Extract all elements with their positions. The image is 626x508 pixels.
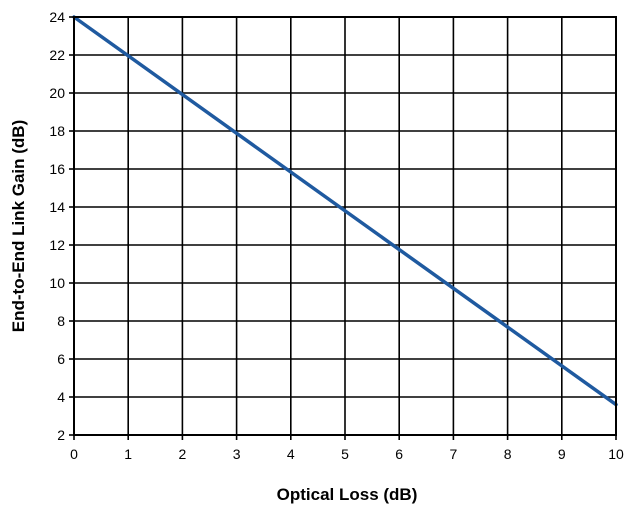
x-tick-label: 5 <box>341 446 349 462</box>
y-axis-title: End-to-End Link Gain (dB) <box>9 120 28 332</box>
x-axis-ticks: 0 1 2 3 4 5 6 7 8 9 10 <box>70 435 624 462</box>
series-layer <box>72 15 618 407</box>
x-tick-label: 2 <box>179 446 187 462</box>
series-line <box>72 15 618 407</box>
x-tick-label: 1 <box>124 446 132 462</box>
x-tick-label: 7 <box>450 446 458 462</box>
y-tick-label: 10 <box>49 275 65 291</box>
y-tick-label: 24 <box>49 9 65 25</box>
y-tick-label: 4 <box>57 389 65 405</box>
y-tick-label: 2 <box>57 427 65 443</box>
y-tick-label: 8 <box>57 313 65 329</box>
x-tick-label: 3 <box>233 446 241 462</box>
y-tick-label: 6 <box>57 351 65 367</box>
y-tick-label: 18 <box>49 123 65 139</box>
y-tick-label: 20 <box>49 85 65 101</box>
y-tick-label: 14 <box>49 199 65 215</box>
x-tick-label: 9 <box>558 446 566 462</box>
x-axis-title: Optical Loss (dB) <box>277 485 418 504</box>
x-tick-label: 8 <box>504 446 512 462</box>
y-tick-label: 16 <box>49 161 65 177</box>
y-tick-label: 22 <box>49 47 65 63</box>
grid <box>73 16 617 436</box>
x-tick-label: 0 <box>70 446 78 462</box>
x-tick-label: 10 <box>608 446 624 462</box>
x-tick-label: 6 <box>395 446 403 462</box>
y-tick-label: 12 <box>49 237 65 253</box>
x-tick-label: 4 <box>287 446 295 462</box>
